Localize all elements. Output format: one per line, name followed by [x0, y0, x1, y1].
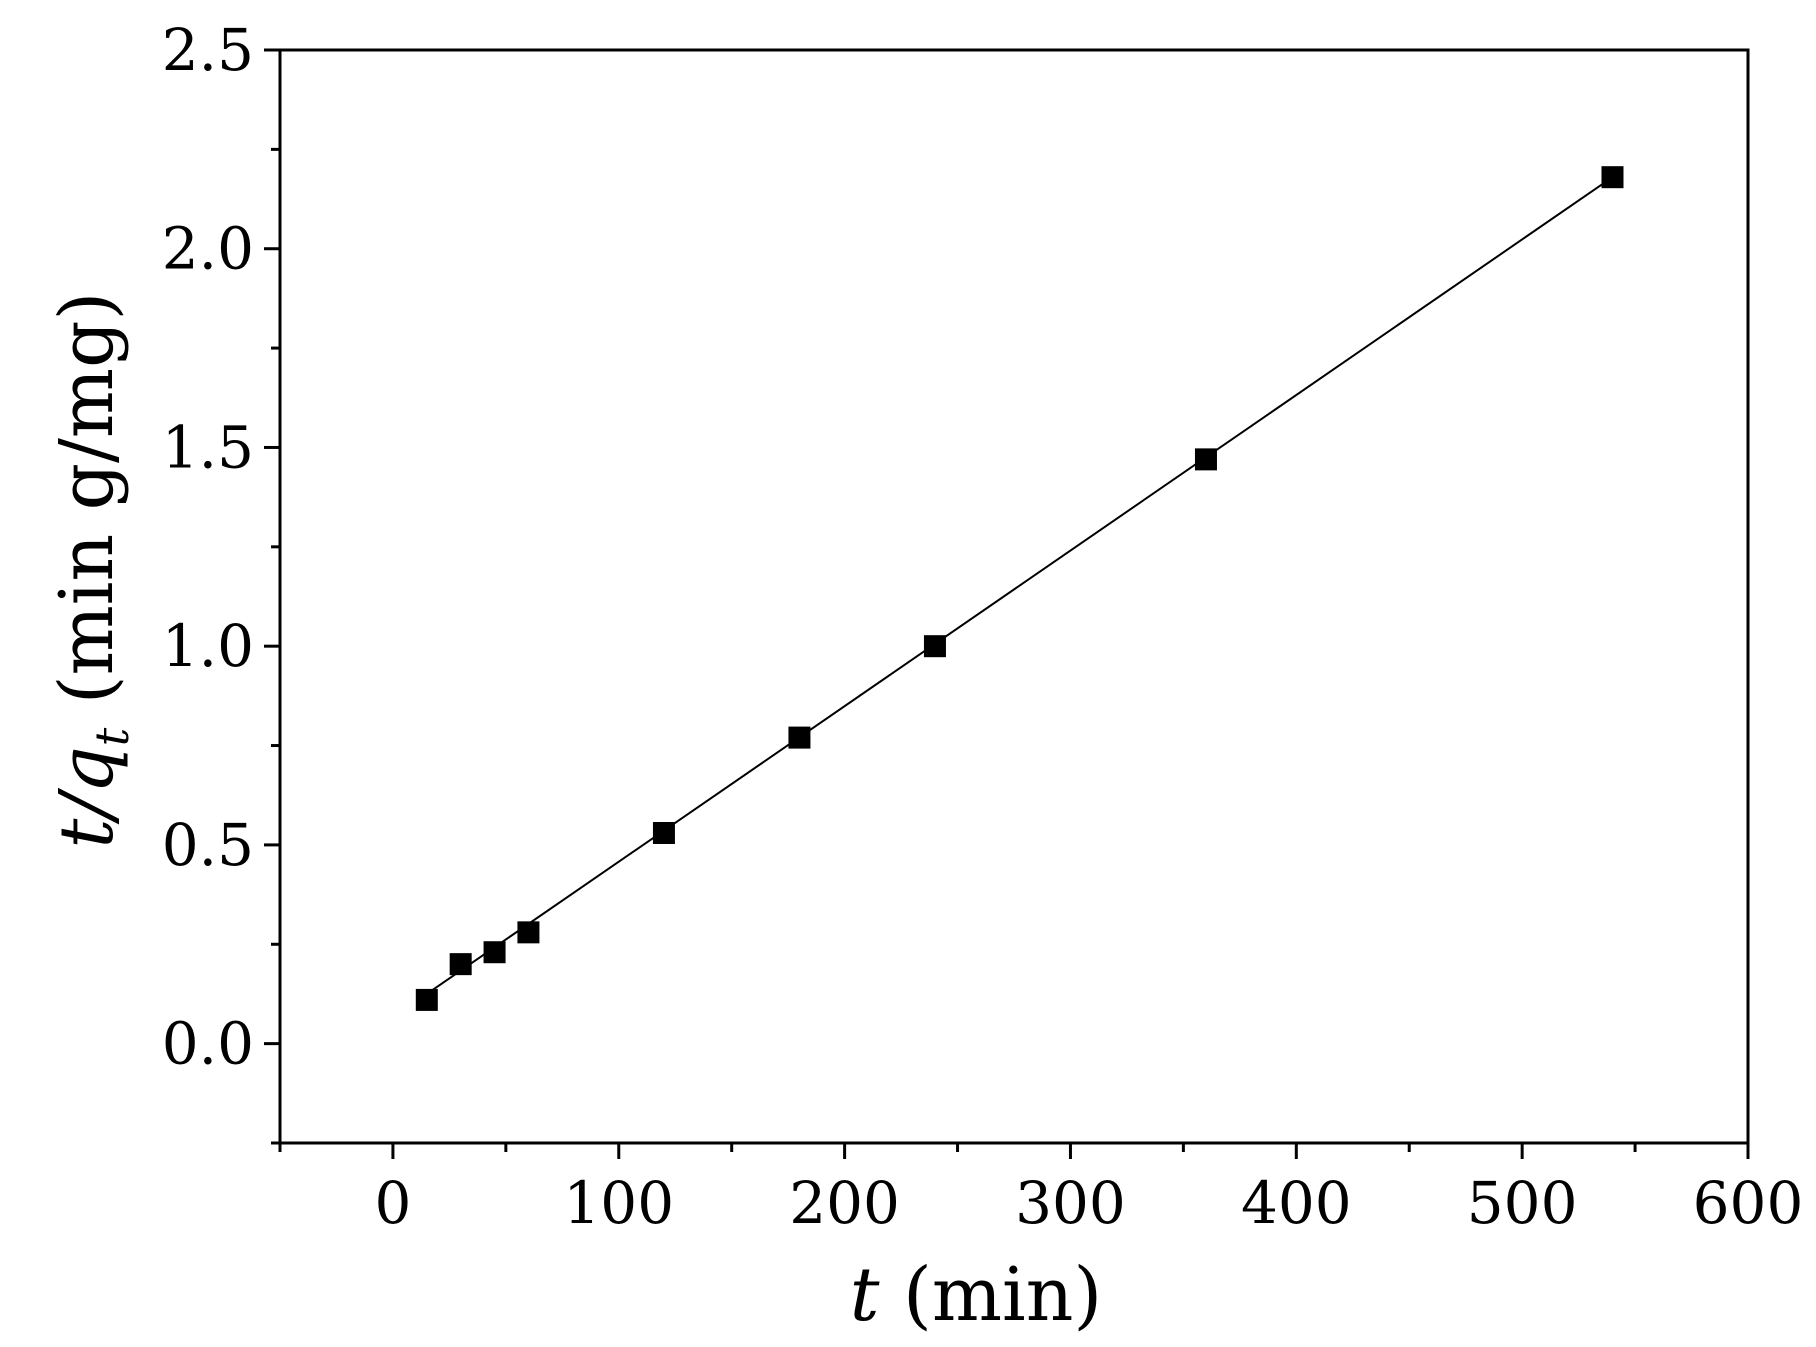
data-point: [788, 726, 811, 749]
x-tick-label: 300: [1015, 1169, 1126, 1237]
data-point: [1194, 448, 1217, 471]
x-axis-title-var: t: [850, 1252, 880, 1338]
data-point: [517, 921, 540, 944]
y-axis: 0.0 0.5 1.0 1.5 2.0 2.5: [162, 16, 280, 1145]
y-tick-label: 1.0: [162, 612, 254, 680]
y-axis-title: t/qt (min g/mg): [44, 292, 139, 849]
data-point: [923, 635, 946, 658]
y-tick-label: 0.5: [162, 811, 254, 879]
x-tick-label: 0: [374, 1169, 411, 1237]
y-axis-title-subscript: t: [85, 727, 139, 746]
data-point: [1601, 166, 1624, 189]
x-axis-title: t (min): [850, 1252, 1103, 1338]
data-point: [415, 988, 438, 1011]
y-tick-label: 2.5: [162, 16, 254, 84]
data-point: [483, 941, 506, 964]
plot-area: [278, 48, 1750, 1145]
x-tick-label: 500: [1467, 1169, 1578, 1237]
x-axis: 0 100 200 300 400 500 600: [278, 1143, 1804, 1237]
x-tick-label: 200: [789, 1169, 900, 1237]
plot-frame: [278, 48, 1750, 1145]
x-tick-label: 100: [563, 1169, 674, 1237]
data-point: [652, 821, 675, 844]
fit-line-group: [426, 176, 1614, 995]
x-tick-label: 400: [1241, 1169, 1352, 1237]
y-tick-label: 0.0: [162, 1010, 254, 1078]
y-axis-title-unit: (min g/mg): [44, 292, 130, 728]
x-axis-title-unit: (min): [879, 1252, 1102, 1338]
y-tick-label: 1.5: [162, 413, 254, 481]
y-axis-title-var: t/q: [44, 746, 130, 848]
fit-line: [426, 176, 1614, 995]
data-point: [449, 953, 472, 976]
y-tick-label: 2.0: [162, 215, 254, 283]
x-tick-label: 600: [1693, 1169, 1804, 1237]
data-points: [415, 166, 1624, 1011]
